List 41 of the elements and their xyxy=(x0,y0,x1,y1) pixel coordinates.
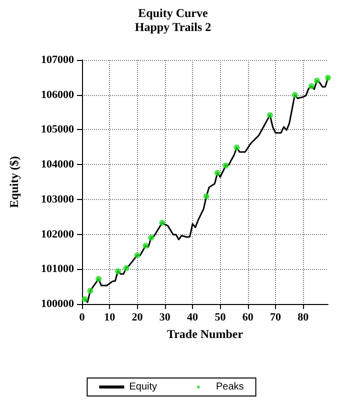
point xyxy=(203,193,210,200)
x-tick-label: 10 xyxy=(104,312,116,324)
y-tick-label: 104000 xyxy=(41,158,74,171)
point xyxy=(123,265,130,272)
point xyxy=(148,234,154,241)
chart-subtitle: Happy Trails 2 xyxy=(134,20,212,34)
y-tick-label: 106000 xyxy=(41,88,74,101)
y-tick-label: 102000 xyxy=(41,228,74,240)
point xyxy=(314,78,320,84)
x-tick-label: 60 xyxy=(242,312,254,324)
point xyxy=(96,276,102,282)
point xyxy=(292,92,298,98)
point xyxy=(214,170,220,176)
x-axis-title: Trade Number xyxy=(166,327,244,341)
x-tick-label: 30 xyxy=(159,312,171,324)
x-tick-label: 0 xyxy=(79,312,86,324)
legend-label: Peaks xyxy=(216,382,244,392)
point xyxy=(87,288,94,294)
point xyxy=(114,268,121,274)
point xyxy=(234,144,240,150)
x-tick-label: 50 xyxy=(214,312,226,324)
point xyxy=(134,252,140,258)
y-tick-label: 103000 xyxy=(41,193,74,206)
x-tick-label: 70 xyxy=(270,312,282,324)
y-axis-title: Equity ($) xyxy=(7,156,21,208)
x-tick-label: 80 xyxy=(298,312,310,324)
point xyxy=(142,242,149,249)
point xyxy=(308,83,314,90)
y-tick-label: 100000 xyxy=(41,298,74,310)
point xyxy=(159,220,166,226)
y-tick-label: 107000 xyxy=(41,54,74,66)
chart-title: Equity Curve xyxy=(138,6,209,20)
y-tick-label: 101000 xyxy=(41,263,74,276)
point xyxy=(222,162,229,169)
point xyxy=(82,296,88,302)
x-tick-label: 20 xyxy=(132,312,144,324)
legend-label: Equity xyxy=(129,382,158,392)
y-tick-label: 105000 xyxy=(41,124,74,136)
x-tick-label: 40 xyxy=(187,312,199,324)
point xyxy=(266,112,273,118)
point xyxy=(325,74,331,81)
